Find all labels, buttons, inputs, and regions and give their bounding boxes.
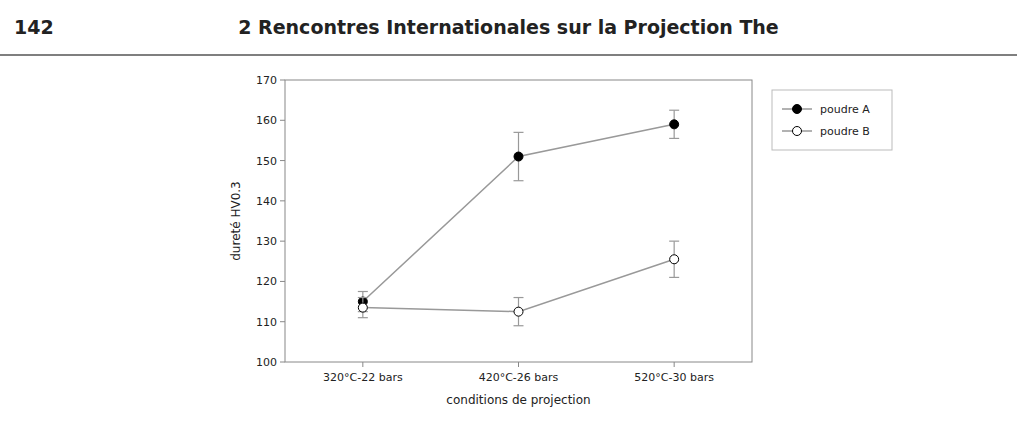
legend-label: poudre A	[820, 103, 870, 116]
error-bar	[514, 132, 524, 180]
error-cap	[358, 317, 368, 318]
x-axis-label: conditions de projection	[446, 393, 590, 407]
y-tick-label: 110	[256, 316, 277, 329]
error-bar	[669, 241, 679, 277]
error-bar	[358, 298, 368, 318]
y-tick-label: 170	[256, 74, 277, 87]
x-tick	[362, 362, 363, 367]
x-tick-label: 420°C-26 bars	[479, 371, 559, 384]
error-cap	[669, 241, 679, 242]
legend-marker	[793, 127, 802, 136]
annotation: 142	[14, 16, 54, 38]
error-cap	[514, 297, 524, 298]
point	[670, 255, 679, 264]
y-tick	[280, 241, 285, 242]
legend: poudre A poudre B	[772, 90, 892, 150]
legend-marker	[793, 105, 802, 114]
legend-frame	[772, 90, 892, 150]
y-tick-label: 160	[256, 114, 277, 127]
error-cap	[514, 325, 524, 326]
y-tick	[280, 362, 285, 363]
y-tick-label: 130	[256, 235, 277, 248]
y-tick-label: 120	[256, 275, 277, 288]
y-tick	[280, 200, 285, 201]
plot-marks	[358, 110, 679, 326]
plot-frame	[285, 80, 752, 362]
chart: 142 2 Rencontres Internationales sur la P…	[0, 0, 1017, 421]
y-tick	[280, 160, 285, 161]
legend-label: poudre B	[820, 125, 870, 138]
error-bar	[669, 110, 679, 138]
x-tick-label: 520°C-30 bars	[634, 371, 714, 384]
y-tick	[280, 321, 285, 322]
y-tick-label: 150	[256, 155, 277, 168]
point	[514, 307, 523, 316]
error-cap	[669, 110, 679, 111]
error-cap	[669, 138, 679, 139]
y-axis-label: dureté HV0.3	[229, 181, 243, 261]
x-tick	[518, 362, 519, 367]
point	[358, 303, 367, 312]
error-bar	[514, 298, 524, 326]
x-tick	[674, 362, 675, 367]
y-tick	[280, 80, 285, 81]
error-cap	[514, 180, 524, 181]
error-cap	[669, 277, 679, 278]
header-rule	[0, 54, 1017, 55]
point	[514, 152, 523, 161]
point	[670, 120, 679, 129]
x-tick-label: 320°C-22 bars	[323, 371, 403, 384]
y-tick-label: 140	[256, 195, 277, 208]
error-cap	[514, 132, 524, 133]
error-cap	[358, 291, 368, 292]
y-tick	[280, 281, 285, 282]
title: 2 Rencontres Internationales sur la Proj…	[238, 16, 779, 38]
y-tick-label: 100	[256, 356, 277, 369]
error-cap	[358, 297, 368, 298]
y-tick	[280, 120, 285, 121]
